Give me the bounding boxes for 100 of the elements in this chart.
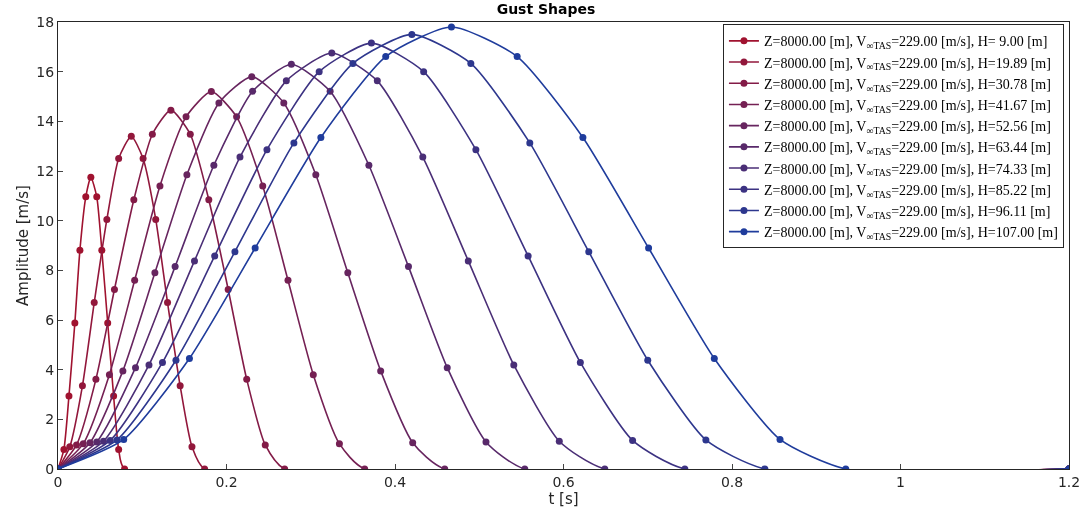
point bbox=[312, 171, 320, 179]
y-tick-label: 10 bbox=[36, 212, 55, 229]
point bbox=[79, 440, 87, 448]
point bbox=[367, 39, 375, 47]
point bbox=[211, 252, 219, 260]
point bbox=[309, 371, 317, 379]
point bbox=[472, 146, 480, 154]
point bbox=[182, 113, 190, 121]
point bbox=[377, 367, 385, 375]
point bbox=[420, 68, 428, 76]
point bbox=[71, 319, 79, 327]
point bbox=[167, 106, 175, 114]
point bbox=[120, 435, 128, 443]
point bbox=[205, 196, 213, 204]
legend-label: Z=8000.00 [m], V$_{∞TAS}$=229.00 [m/s], H=41.67 [m] bbox=[763, 97, 1051, 115]
y-tick-label: 4 bbox=[45, 361, 55, 378]
point bbox=[65, 392, 73, 400]
x-tick-label: 0.8 bbox=[720, 473, 744, 490]
point bbox=[151, 269, 159, 277]
point bbox=[328, 49, 336, 57]
legend-label: Z=8000.00 [m], V$_{∞TAS}$=229.00 [m/s], H=63.44 [m] bbox=[763, 140, 1051, 158]
point bbox=[290, 139, 298, 147]
point bbox=[76, 246, 84, 254]
point bbox=[261, 441, 269, 449]
point bbox=[176, 382, 184, 390]
y-tick-label: 18 bbox=[36, 13, 55, 30]
point bbox=[776, 435, 784, 443]
point bbox=[185, 354, 193, 362]
legend-label: Z=8000.00 [m], V$_{∞TAS}$=229.00 [m/s], H=85.22 [m] bbox=[763, 182, 1051, 200]
point bbox=[447, 23, 455, 31]
legend-label: Z=8000.00 [m], V$_{∞TAS}$=229.00 [m/s], H= 9.00 [m] bbox=[763, 34, 1048, 52]
point bbox=[335, 440, 343, 448]
point bbox=[171, 263, 179, 271]
point bbox=[482, 438, 490, 446]
point bbox=[236, 153, 244, 161]
point bbox=[152, 215, 160, 223]
point bbox=[710, 354, 718, 362]
point bbox=[263, 146, 271, 154]
point bbox=[82, 193, 90, 201]
point bbox=[585, 248, 593, 256]
point bbox=[576, 358, 584, 366]
y-axis-title: Amplitude [m/s] bbox=[13, 185, 32, 306]
point bbox=[404, 263, 412, 271]
x-axis-title: t [s] bbox=[548, 489, 579, 508]
point bbox=[66, 443, 74, 451]
point bbox=[349, 59, 357, 67]
point bbox=[119, 367, 127, 375]
point bbox=[408, 30, 416, 38]
point bbox=[188, 443, 196, 451]
legend-label: Z=8000.00 [m], V$_{∞TAS}$=229.00 [m/s], H=30.78 [m] bbox=[763, 76, 1051, 94]
point bbox=[702, 436, 710, 444]
point bbox=[183, 171, 191, 179]
x-tick-label: 0.2 bbox=[215, 473, 238, 490]
x-tick-label: 1.2 bbox=[1057, 473, 1081, 490]
point bbox=[105, 371, 113, 379]
point bbox=[365, 161, 373, 169]
point bbox=[172, 356, 180, 364]
point bbox=[555, 437, 563, 445]
point bbox=[259, 182, 267, 190]
point bbox=[87, 173, 95, 181]
point bbox=[215, 99, 223, 107]
point bbox=[644, 356, 652, 364]
point bbox=[186, 130, 194, 138]
point bbox=[510, 361, 518, 369]
point bbox=[164, 299, 172, 307]
point bbox=[419, 153, 427, 161]
point bbox=[243, 375, 251, 383]
point bbox=[90, 299, 98, 307]
point bbox=[130, 196, 138, 204]
point bbox=[524, 252, 532, 260]
point bbox=[73, 441, 81, 449]
point bbox=[93, 193, 101, 201]
point bbox=[467, 59, 475, 67]
point bbox=[251, 244, 259, 252]
point bbox=[287, 60, 295, 68]
point bbox=[93, 438, 101, 446]
point bbox=[115, 155, 123, 163]
point bbox=[526, 139, 534, 147]
point bbox=[190, 257, 198, 265]
y-tick-label: 6 bbox=[45, 311, 55, 328]
point bbox=[127, 132, 135, 140]
point bbox=[207, 88, 215, 96]
y-tick-label: 2 bbox=[45, 411, 55, 428]
legend-label: Z=8000.00 [m], V$_{∞TAS}$=229.00 [m/s], H=52.56 [m] bbox=[763, 119, 1051, 137]
x-tick-label: 0.6 bbox=[552, 473, 575, 490]
point bbox=[282, 77, 290, 85]
point bbox=[103, 215, 111, 223]
point bbox=[464, 257, 472, 265]
point bbox=[145, 361, 153, 369]
point bbox=[249, 87, 257, 95]
point bbox=[280, 99, 288, 107]
point bbox=[315, 68, 323, 76]
y-tick-label: 12 bbox=[36, 162, 55, 179]
point bbox=[156, 182, 164, 190]
legend-label: Z=8000.00 [m], V$_{∞TAS}$=229.00 [m/s], H=74.33 [m] bbox=[763, 161, 1051, 179]
point bbox=[579, 133, 587, 141]
point bbox=[86, 439, 94, 447]
point bbox=[513, 53, 521, 61]
point bbox=[132, 364, 140, 372]
point bbox=[131, 276, 139, 284]
